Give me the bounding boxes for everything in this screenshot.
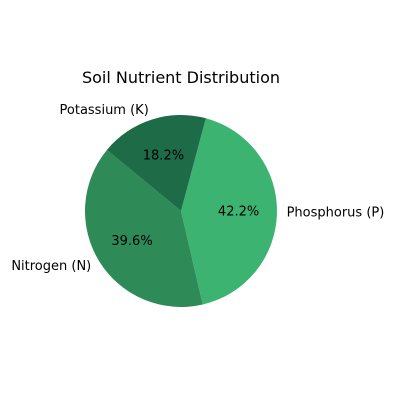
pie-labels: Phosphorus (P) 42.2% Nitrogen (N) 39.6% Pota… [11,103,384,274]
chart-title: Soil Nutrient Distribution [82,68,280,87]
pie-label-phosphorus: Phosphorus (P) [287,205,385,220]
pie-slices [85,115,278,307]
pie-slice-potassium [106,115,206,211]
pie-label-nitrogen: Nitrogen (N) [11,259,91,274]
pie-value-potassium: 18.2% [143,149,184,164]
pie-value-nitrogen: 39.6% [111,234,152,249]
pie-value-phosphorus: 42.2% [218,204,259,219]
pie-label-potassium: Potassium (K) [60,103,149,118]
pie-slice-nitrogen [85,149,203,307]
pie-slice-phosphorus [181,118,278,305]
